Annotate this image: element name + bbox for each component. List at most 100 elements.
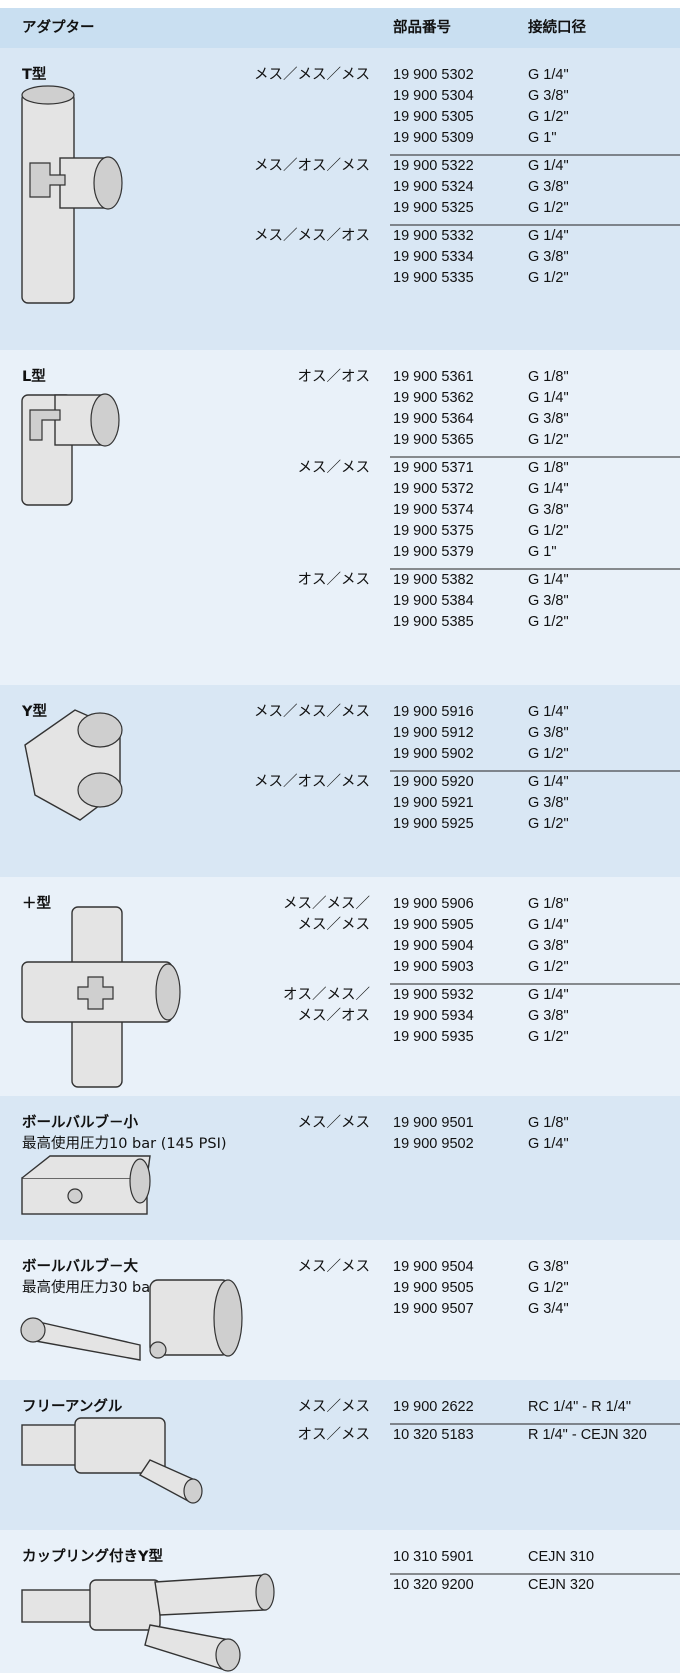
icon-part (20, 1317, 46, 1343)
connection-size: G 1/2" (528, 1280, 569, 1296)
section-title: Y型 (21, 702, 47, 720)
part-number: 10 320 5183 (393, 1427, 474, 1443)
variant-label: メス／オス／メス (254, 773, 370, 790)
connection-size: G 1/8" (528, 460, 569, 476)
connection-size: G 1/2" (528, 200, 569, 216)
icon-part (21, 1177, 148, 1215)
icon-part (90, 393, 120, 447)
connection-size: G 3/8" (528, 725, 569, 741)
icon-part (67, 1188, 83, 1204)
connection-size: G 1/4" (528, 704, 569, 720)
connection-size: G 1/2" (528, 614, 569, 630)
icon-part (77, 712, 123, 748)
part-number: 19 900 5903 (393, 959, 474, 975)
header-part-number: 部品番号 (393, 18, 451, 36)
connection-size: G 3/8" (528, 411, 569, 427)
connection-size: G 1/2" (528, 1029, 569, 1045)
connection-size: G 1/2" (528, 432, 569, 448)
section: フリーアングル メス／メス 19 900 2622 RC 1/4" - R 1/4" オ… (0, 1380, 680, 1530)
part-number: 19 900 5379 (393, 544, 474, 560)
connection-size: G 1/4" (528, 67, 569, 83)
icon-part (93, 156, 123, 210)
connection-size: G 3/8" (528, 1259, 569, 1275)
icon-part (29, 162, 66, 198)
connection-size: G 1/2" (528, 523, 569, 539)
header-connection: 接続口径 (528, 18, 586, 36)
icon-part (154, 1574, 266, 1616)
part-number: 19 900 5904 (393, 938, 474, 954)
connection-size: G 1/2" (528, 109, 569, 125)
part-number: 10 310 5901 (393, 1549, 474, 1565)
connection-size: G 1/4" (528, 158, 569, 174)
connection-size: G 1/2" (528, 959, 569, 975)
icon-part (155, 963, 181, 1021)
part-number: 19 900 5916 (393, 704, 474, 720)
connection-size: G 1/4" (528, 572, 569, 588)
part-number: 19 900 5384 (393, 593, 474, 609)
connection-size: G 1/4" (528, 1136, 569, 1152)
icon-part (149, 1341, 167, 1359)
part-number: 19 900 5372 (393, 481, 474, 497)
part-number: 19 900 5309 (393, 130, 474, 146)
variant-label: メス／メス (298, 1114, 371, 1131)
icon-part (29, 409, 61, 441)
part-number: 19 900 5374 (393, 502, 474, 518)
section: ＋型 メス／メス／ メス／メス 19 900 5906 G 1/8" 19 900 590… (0, 877, 680, 1096)
part-number: 19 900 5902 (393, 746, 474, 762)
connection-size: G 1" (528, 544, 557, 560)
part-number: 19 900 5322 (393, 158, 474, 174)
part-number: 19 900 5921 (393, 795, 474, 811)
variant-label: メス／オス／メス (254, 157, 370, 174)
variant-label: メス／メス／メス (254, 703, 370, 720)
section-title: フリーアングル (22, 1397, 123, 1415)
connection-size: RC 1/4" - R 1/4" (528, 1399, 631, 1415)
icon-part (215, 1638, 241, 1672)
part-number: 19 900 5371 (393, 460, 474, 476)
part-number: 19 900 9501 (393, 1115, 474, 1131)
connection-size: R 1/4" - CEJN 320 (528, 1427, 647, 1443)
section: Y型 メス／メス／メス 19 900 5916 G 1/4" 19 900 5912 G … (0, 685, 680, 877)
variant-label: オス／メス／ (283, 986, 370, 1003)
part-number: 19 900 5325 (393, 200, 474, 216)
connection-size: G 3/8" (528, 1008, 569, 1024)
section-title: L型 (22, 367, 46, 385)
part-number: 10 320 9200 (393, 1577, 474, 1593)
variant-label: オス／メス (298, 1426, 371, 1443)
connection-size: G 1/4" (528, 228, 569, 244)
icon-part (21, 1589, 93, 1623)
variant-label: メス／メス (298, 1398, 371, 1415)
variant-label: メス／メス (298, 916, 371, 933)
part-number: 19 900 5362 (393, 390, 474, 406)
connection-size: G 3/4" (528, 1301, 569, 1317)
connection-size: G 1/8" (528, 896, 569, 912)
icon-part (21, 1424, 78, 1466)
connection-size: CEJN 310 (528, 1549, 594, 1565)
connection-size: CEJN 320 (528, 1577, 594, 1593)
part-number: 19 900 5334 (393, 249, 474, 265)
part-number: 19 900 9505 (393, 1280, 474, 1296)
connection-size: G 3/8" (528, 88, 569, 104)
part-number: 19 900 5932 (393, 987, 474, 1003)
icon-part (129, 1158, 151, 1204)
part-number: 19 900 5912 (393, 725, 474, 741)
connection-size: G 1/4" (528, 987, 569, 1003)
connection-size: G 1/2" (528, 270, 569, 286)
variant-label: メス／メス (298, 1258, 371, 1275)
part-number: 19 900 5365 (393, 432, 474, 448)
part-number: 19 900 5906 (393, 896, 474, 912)
connection-size: G 1/4" (528, 917, 569, 933)
header-bar (0, 8, 680, 48)
part-number: 19 900 5935 (393, 1029, 474, 1045)
variant-label: メス／メス／ (283, 895, 370, 912)
part-number: 19 900 9504 (393, 1259, 474, 1275)
part-number: 19 900 5335 (393, 270, 474, 286)
connection-size: G 3/8" (528, 502, 569, 518)
part-number: 19 900 2622 (393, 1399, 474, 1415)
part-number: 19 900 5364 (393, 411, 474, 427)
part-number: 19 900 5385 (393, 614, 474, 630)
part-number: 19 900 5324 (393, 179, 474, 195)
icon-part (77, 976, 114, 1010)
connection-size: G 1/4" (528, 774, 569, 790)
